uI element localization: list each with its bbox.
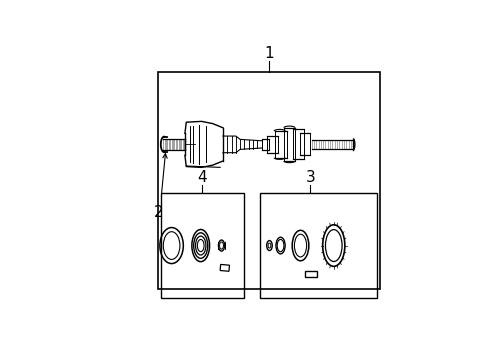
Text: 4: 4 [197, 170, 206, 185]
Bar [260, 193, 376, 298]
Bar [158, 72, 379, 288]
Text: 1: 1 [264, 46, 273, 61]
Bar [160, 193, 243, 298]
Bar [220, 265, 229, 271]
Bar [304, 270, 316, 278]
Text: 3: 3 [305, 170, 314, 185]
Text: 2: 2 [153, 205, 163, 220]
